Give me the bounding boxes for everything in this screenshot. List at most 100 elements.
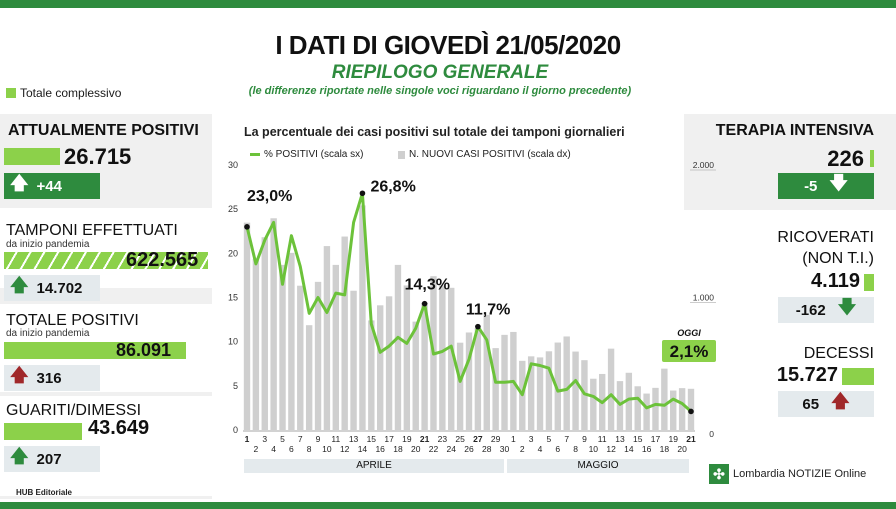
- new-cases-bar: [305, 325, 313, 430]
- decessi-value: 15.727: [776, 364, 838, 386]
- arrow-up-icon: 🡅: [10, 173, 29, 193]
- tamponi-block: [0, 208, 212, 288]
- guariti-delta-value: 207: [36, 450, 62, 468]
- x-tick-label: 1: [511, 434, 516, 444]
- new-cases-bar: [350, 290, 357, 430]
- x-tick-label: 9: [316, 434, 321, 444]
- new-cases-bar: [439, 285, 446, 430]
- y-left-tick-label: 25: [228, 204, 238, 214]
- legend-line-swatch: [250, 153, 260, 156]
- guariti-delta: 🡅 207: [4, 446, 100, 472]
- x-tick-label: 16: [642, 444, 652, 454]
- today-label: OGGI: [677, 328, 701, 338]
- legend-total-swatch: [6, 88, 16, 98]
- legend-bar-swatch: [398, 150, 405, 159]
- terapia-delta-value: -5: [804, 177, 818, 195]
- legend-cases-label: N. NUOVI CASI POSITIVI (scala dx): [409, 149, 571, 160]
- x-tick-label: 24: [447, 444, 457, 454]
- today-label-box: [662, 340, 716, 362]
- x-tick-label: 26: [464, 444, 474, 454]
- positivi-delta-value: +44: [36, 177, 62, 195]
- page-title: I DATI DI GIOVEDÌ 21/05/2020: [275, 30, 621, 60]
- new-cases-bar: [332, 264, 339, 430]
- positivi-delta: 🡅 +44: [4, 173, 100, 199]
- positivi-title: ATTUALMENTE POSITIVI: [8, 122, 199, 139]
- label-point: [244, 224, 250, 230]
- x-tick-label: 15: [367, 434, 377, 444]
- new-cases-bar: [368, 320, 375, 430]
- chart-title: La percentuale dei casi positivi sul tot…: [244, 125, 625, 139]
- guariti-value: 43.649: [88, 417, 150, 439]
- totale-delta: 🡅 316: [4, 365, 100, 391]
- x-tick-label: 14: [358, 444, 368, 454]
- tamponi-sub: da inizio pandemia: [6, 239, 90, 250]
- terapia-bar: [870, 150, 874, 167]
- new-cases-bar: [377, 305, 384, 430]
- x-tick-label: 9: [582, 434, 587, 444]
- ricoverati-title: RICOVERATI: [777, 229, 874, 246]
- x-tick-label: 10: [322, 444, 332, 454]
- new-cases-bar: [403, 285, 411, 430]
- x-tick-label: 23: [438, 434, 448, 444]
- terapia-value: 226: [827, 146, 864, 171]
- new-cases-bar: [563, 336, 570, 430]
- new-cases-bar: [678, 388, 686, 430]
- arrow-down-icon: 🡇: [837, 297, 857, 317]
- x-tick-label: 19: [669, 434, 679, 444]
- new-cases-bar: [474, 327, 482, 430]
- new-cases-bar: [385, 296, 393, 430]
- x-tick-label: 2: [254, 444, 259, 454]
- y-left-tick-label: 30: [228, 160, 238, 170]
- y-right-tick-label: 2.000: [693, 160, 715, 170]
- new-cases-bar: [634, 386, 641, 430]
- y-left-tick-label: 20: [228, 248, 238, 258]
- legend-total-label: Totale complessivo: [20, 86, 122, 100]
- tamponi-title: TAMPONI EFFETTUATI: [6, 222, 178, 239]
- x-tick-label: 2: [520, 444, 525, 454]
- x-tick-label: 3: [529, 434, 534, 444]
- x-tick-label: 28: [482, 444, 492, 454]
- data-label: 23,0%: [247, 188, 292, 205]
- new-cases-bar: [652, 387, 659, 430]
- x-tick-label: 7: [298, 434, 303, 444]
- new-cases-bar: [252, 258, 260, 430]
- legend-cases: N. NUOVI CASI POSITIVI (scala dx): [398, 149, 571, 160]
- x-tick-label: 29: [491, 434, 501, 444]
- legend-percent: % POSITIVI (scala sx): [250, 149, 363, 160]
- hub-editoriale: HUB Editoriale: [16, 488, 73, 497]
- new-cases-bar: [456, 342, 464, 430]
- y-left-tick-label: 15: [228, 293, 238, 303]
- totale-bar: [4, 342, 186, 359]
- x-tick-label: 14: [624, 444, 634, 454]
- page-subtitle: RIEPILOGO GENERALE: [331, 62, 549, 83]
- label-point: [421, 300, 428, 307]
- positivi-bar: [4, 148, 60, 165]
- new-cases-bar: [421, 302, 428, 430]
- x-tick-label: 20: [677, 444, 687, 454]
- x-tick-label: 18: [393, 444, 403, 454]
- x-tick-label: 8: [573, 444, 578, 454]
- label-point: [475, 323, 481, 330]
- new-cases-bar: [448, 287, 455, 430]
- arrow-down-icon: 🡇: [829, 173, 848, 193]
- y-left-tick-label: 5: [233, 381, 238, 391]
- new-cases-bar: [261, 237, 268, 430]
- totale-sub: da inizio pandemia: [6, 328, 90, 339]
- x-tick-label: 15: [633, 434, 643, 444]
- new-cases-bar: [359, 205, 366, 430]
- x-tick-label: 1: [245, 434, 250, 444]
- decessi-delta-value: 65: [802, 395, 820, 413]
- new-cases-bar: [279, 264, 286, 430]
- x-tick-label: 8: [307, 444, 312, 454]
- new-cases-bar: [572, 351, 579, 430]
- x-tick-label: 25: [455, 434, 465, 444]
- new-cases-bar: [270, 218, 277, 430]
- y-right-tick-label: 1.000: [693, 293, 715, 303]
- new-cases-bar: [625, 372, 633, 430]
- label-point: [688, 408, 694, 415]
- x-tick-label: 11: [598, 434, 607, 444]
- new-cases-bar: [536, 357, 544, 430]
- new-cases-bar: [670, 390, 677, 430]
- new-cases-bar: [323, 246, 331, 430]
